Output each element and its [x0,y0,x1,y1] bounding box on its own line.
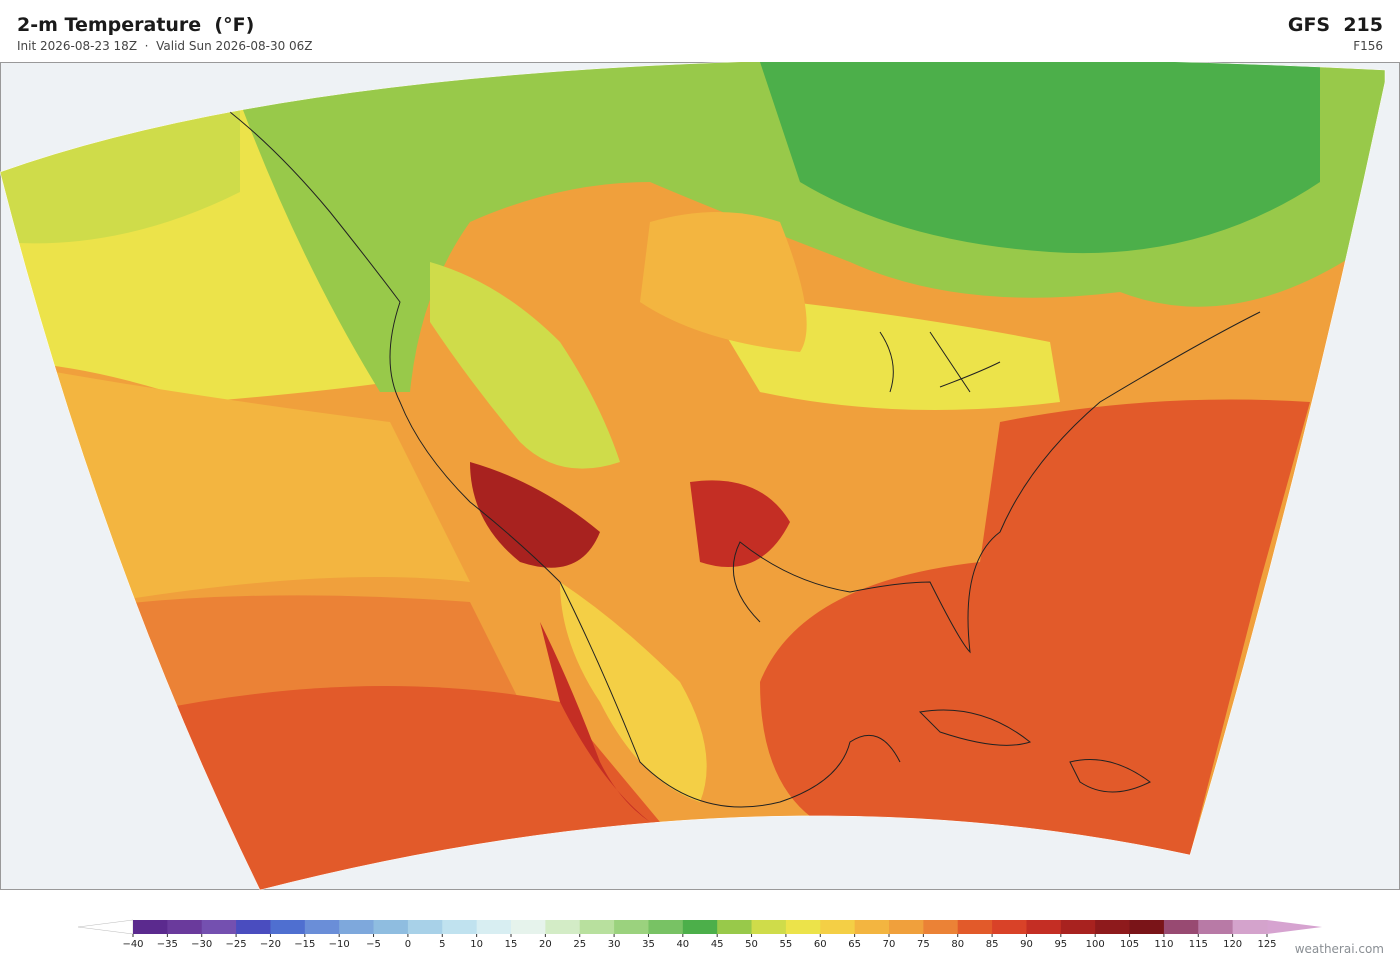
colorbar-segment [133,920,168,934]
colorbar-label: 45 [711,939,724,950]
colorbar-label: 15 [505,939,518,950]
colorbar-segment [785,920,821,934]
colorbar-label: 40 [676,939,689,950]
colorbar-label: 10 [470,939,483,950]
colorbar-label: 5 [439,939,445,950]
colorbar-segment [854,920,890,934]
colorbar-segment [1060,920,1096,934]
colorbar-segment [579,920,615,934]
colorbar-label: −40 [122,939,143,950]
colorbar-label: 65 [848,939,861,950]
colorbar-segment [201,920,237,934]
colorbar-label: 20 [539,939,552,950]
map-subtitle: Init 2026-08-23 18Z · Valid Sun 2026-08-… [17,39,313,53]
coastlines [229,111,1261,808]
colorbar-label: 60 [814,939,827,950]
colorbar-label: 25 [573,939,586,950]
colorbar-label: 105 [1120,939,1139,950]
domain-edge [0,62,1386,891]
map-title: 2-m Temperature (°F) [17,14,255,36]
colorbar-segment [304,920,340,934]
colorbar-segment [889,920,924,934]
credit: weatherai.com [1294,942,1384,956]
colorbar-label: 50 [745,939,758,950]
colorbar-label: 125 [1257,939,1276,950]
colorbar-segment [1026,920,1062,934]
colorbar-segment [1163,920,1199,934]
colorbar-label: 30 [608,939,621,950]
colorbar-segment [751,920,787,934]
colorbar-label: 55 [780,939,793,950]
colorbar-label: 115 [1189,939,1208,950]
colorbar-segment [1198,920,1234,934]
colorbar-segment [923,920,959,934]
colorbar-segment [717,920,753,934]
colorbar-segment [407,920,443,934]
colorbar-label: 75 [917,939,930,950]
colorbar-label: 85 [986,939,999,950]
colorbar-segment [648,920,684,934]
colorbar-segment [476,920,512,934]
colorbar-segment [545,920,581,934]
model-name: GFS 215 [1287,14,1383,36]
colorbar-label: −35 [157,939,178,950]
colorbar-label: −25 [226,939,247,950]
colorbar-label: −20 [260,939,281,950]
colorbar-label: 120 [1223,939,1242,950]
colorbar-label: −10 [329,939,350,950]
colorbar-label: 110 [1154,939,1173,950]
colorbar-over [1267,920,1322,934]
colorbar-segment [167,920,203,934]
colorbar: −40 −35 −30 −25 −20 −15 −10 −5 0 5 10 15 20 25 30 35 40 4… [77,919,1322,950]
colorbar-label: −30 [191,939,212,950]
map [0,62,1400,891]
colorbar-label: 0 [405,939,411,950]
colorbar-segment [1129,920,1165,934]
colorbar-label: 90 [1020,939,1033,950]
colorbar-label: 95 [1054,939,1067,950]
colorbar-segment [442,920,478,934]
colorbar-segment [957,920,993,934]
colorbar-segment [682,920,718,934]
colorbar-segment [820,920,856,934]
colorbar-segment [511,920,546,934]
forecast-hour: F156 [1353,39,1383,53]
colorbar-label: 100 [1086,939,1105,950]
colorbar-segment [992,920,1027,934]
colorbar-segment [1232,920,1268,934]
colorbar-segment [236,920,271,934]
temperature-field [0,62,1385,890]
colorbar-segment [614,920,649,934]
colorbar-label: 80 [951,939,964,950]
colorbar-label: −15 [294,939,315,950]
colorbar-segment [270,920,306,934]
colorbar-segment [373,920,409,934]
colorbar-segment [339,920,375,934]
colorbar-label: 70 [883,939,896,950]
colorbar-label: −5 [366,939,381,950]
colorbar-segment [1095,920,1131,934]
colorbar-under [77,919,134,935]
colorbar-label: 35 [642,939,655,950]
